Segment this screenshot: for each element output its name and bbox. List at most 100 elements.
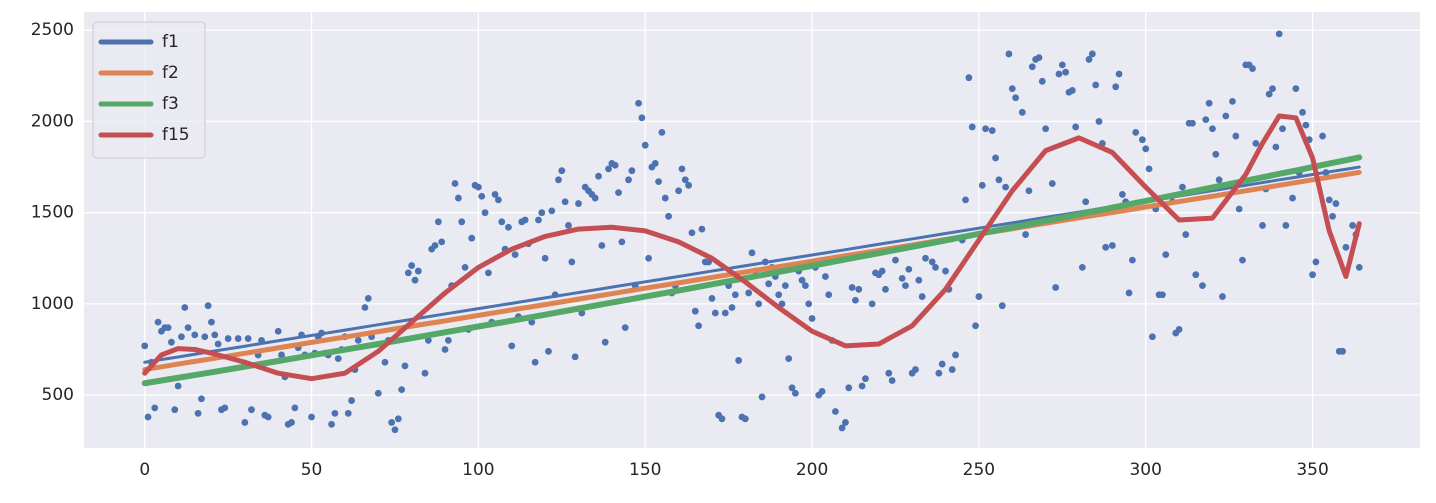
- point: [635, 99, 642, 107]
- point: [1339, 347, 1346, 355]
- point: [1189, 119, 1196, 127]
- point: [965, 74, 973, 82]
- point: [211, 331, 219, 339]
- legend: f1 f2 f3 f15: [92, 21, 206, 159]
- point: [628, 167, 636, 175]
- line: [143, 165, 1361, 364]
- point: [528, 318, 536, 326]
- point: [154, 318, 162, 326]
- point: [508, 342, 516, 350]
- point: [521, 216, 529, 224]
- point: [374, 389, 382, 397]
- point: [1142, 145, 1150, 153]
- point: [661, 194, 669, 202]
- point: [1319, 132, 1326, 140]
- point: [291, 404, 299, 412]
- point: [681, 176, 689, 184]
- point: [998, 302, 1006, 310]
- point: [1235, 205, 1243, 213]
- point: [398, 386, 406, 394]
- point: [898, 274, 906, 282]
- point: [364, 295, 372, 302]
- point: [1088, 50, 1096, 58]
- point: [658, 129, 666, 136]
- point: [441, 346, 449, 353]
- point: [778, 300, 786, 308]
- legend-label: f3: [162, 94, 179, 114]
- point: [855, 285, 863, 293]
- point: [1108, 242, 1116, 249]
- point: [842, 419, 849, 426]
- point: [451, 180, 459, 187]
- point: [822, 273, 829, 280]
- point: [178, 333, 185, 341]
- point: [344, 409, 352, 417]
- x-tick-label: 50: [301, 460, 323, 480]
- point: [905, 265, 913, 273]
- point: [328, 420, 335, 428]
- line: [141, 154, 1363, 387]
- point: [1342, 243, 1350, 251]
- point: [1115, 70, 1123, 78]
- point: [505, 223, 512, 231]
- point: [1055, 70, 1063, 78]
- point: [198, 395, 205, 403]
- point: [541, 254, 549, 262]
- point: [174, 382, 182, 390]
- point: [1222, 112, 1230, 120]
- point: [348, 397, 356, 404]
- x-tick-label: 100: [462, 460, 494, 480]
- x-tick-label: 350: [1296, 460, 1328, 480]
- point: [1219, 293, 1226, 300]
- point: [1289, 194, 1296, 202]
- point: [1202, 116, 1210, 124]
- point: [1082, 198, 1090, 206]
- point: [675, 187, 682, 195]
- point: [144, 413, 152, 421]
- point: [1038, 77, 1046, 85]
- point: [495, 196, 502, 204]
- point: [1052, 284, 1060, 291]
- point: [1272, 143, 1280, 151]
- point: [168, 338, 175, 346]
- point: [288, 419, 295, 426]
- point: [408, 262, 416, 269]
- point: [568, 258, 576, 266]
- point: [1259, 222, 1266, 229]
- point: [892, 256, 899, 264]
- point: [1159, 291, 1166, 299]
- point: [164, 324, 172, 331]
- legend-label: f15: [162, 125, 190, 145]
- point: [1275, 30, 1283, 38]
- point: [862, 375, 869, 383]
- point: [491, 191, 499, 198]
- point: [781, 282, 789, 290]
- point: [611, 161, 619, 169]
- point: [1312, 258, 1320, 266]
- legend-box: [92, 21, 206, 159]
- point: [972, 322, 979, 330]
- point: [791, 389, 799, 397]
- point: [735, 357, 743, 364]
- line: [142, 169, 1362, 373]
- point: [424, 336, 432, 344]
- point: [1102, 243, 1110, 251]
- point: [1205, 99, 1213, 107]
- point: [818, 388, 826, 395]
- point: [845, 384, 853, 392]
- point: [474, 183, 482, 191]
- point: [1132, 129, 1140, 136]
- point: [1095, 118, 1103, 125]
- plot-area: [84, 12, 1420, 448]
- point: [591, 194, 599, 202]
- point: [695, 322, 703, 330]
- point: [414, 267, 422, 275]
- point: [885, 369, 893, 377]
- point: [478, 192, 486, 200]
- point: [201, 333, 209, 341]
- point: [1269, 85, 1276, 93]
- point: [141, 342, 149, 350]
- point: [431, 242, 439, 249]
- point: [618, 238, 626, 246]
- point: [932, 263, 939, 271]
